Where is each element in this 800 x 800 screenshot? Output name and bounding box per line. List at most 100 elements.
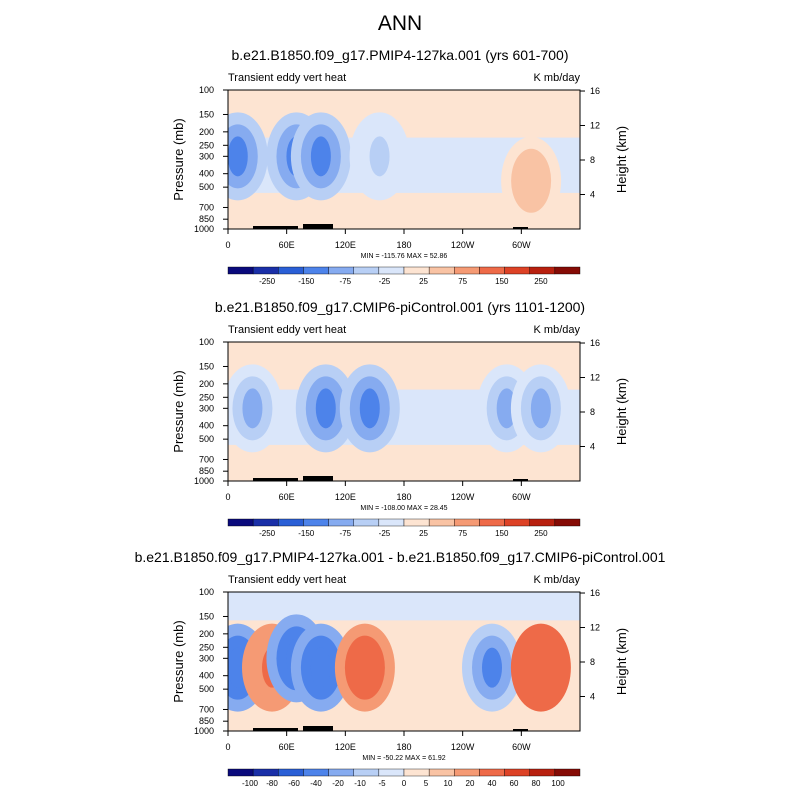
topography — [253, 224, 528, 229]
colorbar-label: 5 — [424, 779, 429, 788]
y2-tick-label: 4 — [590, 692, 595, 702]
colorbar-segment — [454, 768, 480, 777]
x-tick-label: 60E — [279, 742, 295, 752]
topography-andes — [513, 729, 528, 731]
x-tick-label: 120W — [451, 240, 475, 250]
y-tick-label: 150 — [199, 109, 214, 119]
colorbar-label: -100 — [242, 779, 259, 788]
colorbar-segment — [504, 266, 530, 275]
y-tick-label: 400 — [199, 671, 214, 681]
colorbar-segment — [227, 266, 254, 275]
y-tick-label: 250 — [199, 642, 214, 652]
colorbar-segment — [403, 518, 430, 527]
x-tick-label: 120E — [335, 240, 356, 250]
feature-core — [315, 388, 336, 429]
y-tick-label: 100 — [199, 587, 214, 597]
y-tick-label: 500 — [199, 434, 214, 444]
colorbar-label: -10 — [354, 779, 366, 788]
colorbar-segment — [479, 768, 505, 777]
units-label: K mb/day — [534, 72, 581, 84]
colorbar-label: -75 — [340, 529, 352, 538]
feature-core — [228, 136, 248, 177]
x-tick-label: 60E — [279, 492, 295, 502]
topography-africa — [253, 226, 298, 229]
feature-core — [482, 647, 502, 688]
colorbar-label: -250 — [259, 529, 276, 538]
y-axis-label: Pressure (mb) — [171, 620, 186, 702]
colorbar-segment — [328, 768, 354, 777]
colorbar-label: 0 — [402, 779, 407, 788]
y2-tick-label: 16 — [590, 86, 600, 96]
y-tick-label: 700 — [199, 202, 214, 212]
colorbar-segment — [504, 518, 530, 527]
x-tick-label: 120E — [335, 492, 356, 502]
colorbar-segment — [303, 768, 329, 777]
colorbar-label: -75 — [340, 277, 352, 286]
colorbar-label: 20 — [466, 779, 475, 788]
colorbar-segment — [227, 768, 254, 777]
y-tick-label: 250 — [199, 392, 214, 402]
colorbar-segment — [303, 518, 329, 527]
colorbar-label: -5 — [378, 779, 386, 788]
y2-axis-label: Height (km) — [614, 628, 629, 695]
y2-tick-label: 8 — [590, 407, 595, 417]
y-tick-label: 300 — [199, 151, 214, 161]
feature-core — [521, 160, 542, 201]
x-tick-label: 180 — [396, 742, 411, 752]
y-tick-label: 100 — [199, 85, 214, 95]
colorbar-label: 75 — [458, 529, 467, 538]
colorbar-segment — [454, 518, 480, 527]
min-max-label: MIN = -108.00 MAX = 28.45 — [360, 505, 447, 512]
colorbar-segment — [554, 768, 581, 777]
plot-field — [228, 90, 580, 229]
colorbar-label: 250 — [534, 277, 548, 286]
feature-core — [530, 388, 551, 429]
colorbar-label: 60 — [510, 779, 519, 788]
y2-tick-label: 16 — [590, 338, 600, 348]
colorbar-segment — [278, 518, 304, 527]
y2-tick-label: 12 — [590, 373, 600, 383]
feature-core — [354, 647, 375, 688]
colorbar-segment — [252, 266, 279, 275]
panel-title: b.e21.B1850.f09_g17.PMIP4-127ka.001 - b.… — [135, 549, 666, 565]
colorbar-segment — [428, 266, 455, 275]
topography-africa — [253, 478, 298, 481]
y-tick-label: 150 — [199, 361, 214, 371]
colorbar-label: -60 — [288, 779, 300, 788]
colorbar-segment — [479, 266, 505, 275]
colorbar-segment — [353, 266, 380, 275]
panel-title: b.e21.B1850.f09_g17.CMIP6-piControl.001 … — [215, 299, 585, 315]
colorbar-segment — [303, 266, 329, 275]
y-tick-label: 100 — [199, 337, 214, 347]
y2-axis-label: Height (km) — [614, 378, 629, 445]
colorbar-segment — [428, 518, 455, 527]
min-max-label: MIN = -50.22 MAX = 61.92 — [362, 755, 445, 762]
y2-tick-label: 16 — [590, 588, 600, 598]
y-tick-label: 150 — [199, 611, 214, 621]
units-label: K mb/day — [534, 324, 581, 336]
colorbar-segment — [252, 768, 279, 777]
y-tick-label: 200 — [199, 127, 214, 137]
y-axis-label: Pressure (mb) — [171, 370, 186, 452]
colorbar-label: -150 — [298, 529, 315, 538]
colorbar-label: 10 — [444, 779, 453, 788]
y-tick-label: 400 — [199, 169, 214, 179]
colorbar-label: -250 — [259, 277, 276, 286]
x-tick-label: 60W — [512, 742, 531, 752]
topography — [253, 476, 528, 481]
colorbar-segment — [278, 266, 304, 275]
x-tick-label: 60W — [512, 492, 531, 502]
y2-tick-label: 4 — [590, 190, 595, 200]
y2-tick-label: 8 — [590, 657, 595, 667]
topography-tibet — [303, 726, 333, 731]
colorbar-segment — [403, 266, 430, 275]
y-tick-label: 250 — [199, 140, 214, 150]
colorbar-segment — [328, 518, 354, 527]
feature-core — [242, 388, 263, 429]
x-tick-label: 180 — [396, 240, 411, 250]
x-tick-label: 120W — [451, 492, 475, 502]
plot-field — [228, 592, 580, 731]
colorbar-label: 25 — [419, 529, 428, 538]
y-tick-label: 1000 — [194, 476, 214, 486]
